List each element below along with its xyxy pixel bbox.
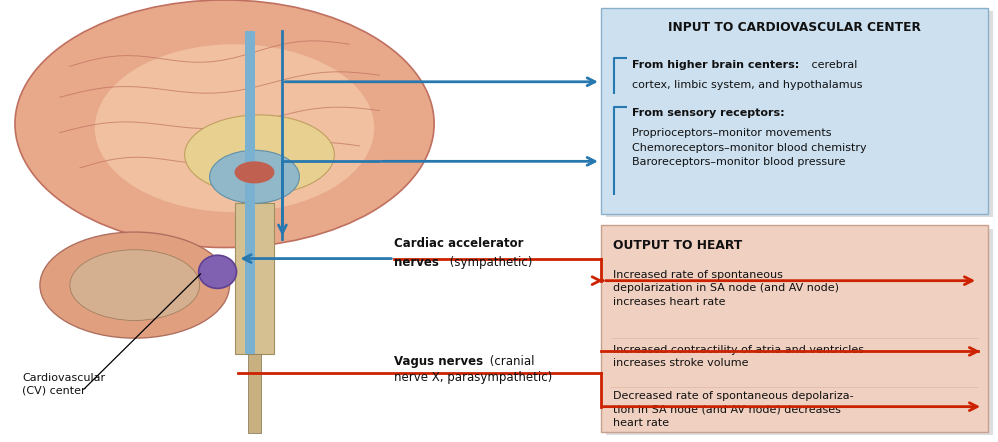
Text: (sympathetic): (sympathetic) (446, 256, 533, 269)
Text: Increased rate of spontaneous
depolarization in SA node (and AV node)
increases : Increased rate of spontaneous depolariza… (613, 270, 838, 307)
Ellipse shape (70, 250, 200, 320)
Text: cerebral: cerebral (808, 60, 857, 70)
FancyBboxPatch shape (606, 229, 993, 435)
Text: INPUT TO CARDIOVASCULAR CENTER: INPUT TO CARDIOVASCULAR CENTER (668, 21, 921, 34)
Text: cortex, limbic system, and hypothalamus: cortex, limbic system, and hypothalamus (632, 80, 862, 90)
Text: From higher brain centers:: From higher brain centers: (632, 60, 799, 70)
Text: (cranial: (cranial (486, 355, 535, 368)
Polygon shape (235, 203, 274, 354)
FancyBboxPatch shape (601, 225, 988, 432)
Polygon shape (245, 31, 255, 354)
Ellipse shape (199, 255, 237, 288)
Ellipse shape (185, 115, 334, 194)
Text: Proprioceptors–monitor movements
Chemoreceptors–monitor blood chemistry
Barorece: Proprioceptors–monitor movements Chemore… (632, 128, 866, 167)
Text: nerve X, parasympathetic): nerve X, parasympathetic) (394, 371, 553, 384)
Ellipse shape (40, 232, 230, 338)
Ellipse shape (210, 150, 299, 203)
FancyBboxPatch shape (601, 8, 988, 214)
Text: nerves: nerves (394, 256, 439, 269)
Text: OUTPUT TO HEART: OUTPUT TO HEART (613, 239, 743, 251)
Text: From sensory receptors:: From sensory receptors: (632, 108, 784, 118)
FancyBboxPatch shape (0, 0, 594, 442)
Text: Increased contractility of atria and ventricles
increases stroke volume: Increased contractility of atria and ven… (613, 345, 864, 368)
Polygon shape (248, 354, 261, 433)
FancyBboxPatch shape (606, 11, 993, 217)
Text: Cardiac accelerator: Cardiac accelerator (394, 237, 524, 250)
Text: Vagus nerves: Vagus nerves (394, 355, 483, 368)
Ellipse shape (15, 0, 434, 248)
Text: Cardiovascular
(CV) center: Cardiovascular (CV) center (22, 373, 105, 395)
Ellipse shape (235, 161, 274, 183)
Text: Decreased rate of spontaneous depolariza-
tion in SA node (and AV node) decrease: Decreased rate of spontaneous depolariza… (613, 391, 853, 428)
Ellipse shape (95, 44, 374, 212)
